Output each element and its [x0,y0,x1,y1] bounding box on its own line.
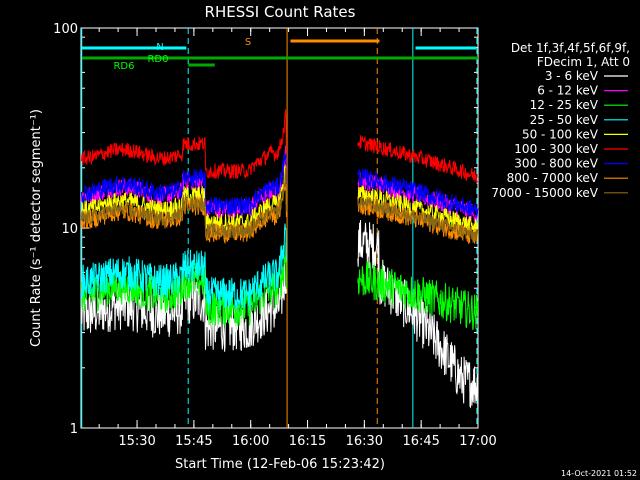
x-tick-label: 16:45 [402,434,439,449]
legend-entry-label: 25 - 50 keV [530,113,599,127]
flag-label-n: N [156,42,163,53]
x-tick-label: 15:45 [175,434,212,449]
series-line-12-25-kev [357,261,479,331]
series-line-100-300-kev [80,109,287,180]
legend-header-line: FDecim 1, Att 0 [537,55,630,69]
x-tick-label: 16:15 [289,434,326,449]
series-line-25-50-kev [80,223,287,312]
legend-entry-label: 50 - 100 keV [522,127,599,141]
x-tick-label: 16:00 [232,434,269,449]
x-axis-label: Start Time (12-Feb-06 15:23:42) [175,457,385,472]
timestamp-label: 14-Oct-2021 01:52 [561,469,637,478]
legend-entry-label: 3 - 6 keV [545,69,599,83]
x-tick-label: 15:30 [118,434,155,449]
flag-label-s: S [245,37,251,48]
chart-title: RHESSI Count Rates [205,3,356,21]
series-line-3-6-kev [357,219,479,409]
series-line-100-300-kev [357,135,479,185]
legend: Det 1f,3f,4f,5f,6f,9f,FDecim 1, Att 03 -… [491,41,630,200]
legend-entry-label: 800 - 7000 keV [507,171,599,185]
x-tick-label: 17:00 [459,434,496,449]
series-line-7000-15000-kev [80,167,287,239]
legend-entry-label: 300 - 800 keV [514,157,598,171]
legend-entry-label: 7000 - 15000 keV [491,186,598,200]
flag-label-rd0: RD0 [147,54,168,65]
series-line-7000-15000-kev [357,195,479,243]
plot-area: 1 10 100 15:30 15:45 16:00 16:15 16:30 16:45 17:0… [53,22,497,449]
x-tick-label: 16:30 [346,434,383,449]
flag-label-rd6: RD6 [113,61,134,72]
legend-entry-label: 12 - 25 keV [530,98,599,112]
y-axis-label: Count Rate (s⁻¹ detector segment⁻¹) [29,109,44,347]
y-tick-label: 10 [61,222,78,237]
legend-entry-label: 100 - 300 keV [514,142,598,156]
legend-entry-label: 6 - 12 keV [537,84,599,98]
series-line-300-800-kev [80,153,287,217]
y-tick-label: 1 [70,422,78,437]
y-tick-label: 100 [53,22,78,37]
series-line-300-800-kev [357,168,479,218]
legend-header-line: Det 1f,3f,4f,5f,6f,9f, [511,41,630,55]
